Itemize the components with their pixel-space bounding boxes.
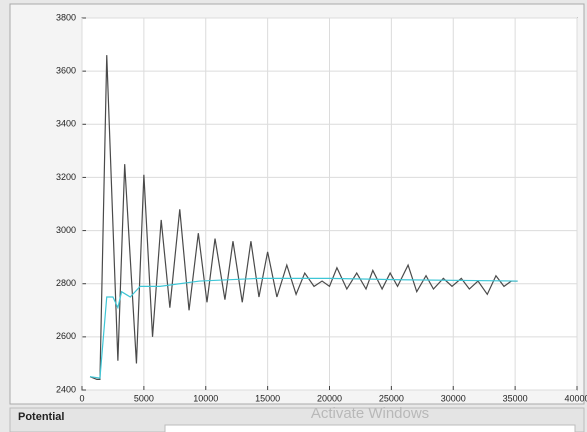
plot: 2400 2600 2800 3000 3200 3400 3600 3800 0 5000 100… <box>56 12 587 403</box>
x-tick-label: 20000 <box>317 393 342 403</box>
y-tick-label: 2400 <box>56 384 76 394</box>
x-tick-label: 10000 <box>193 393 218 403</box>
data-line <box>89 277 518 379</box>
x-tick-label: 0 <box>79 393 84 403</box>
y-tick-label: 2600 <box>56 331 76 341</box>
watermark: Activate Windows <box>311 405 429 422</box>
x-tick-label: 15000 <box>255 393 280 403</box>
y-tick-label: 3600 <box>56 66 76 76</box>
x-tick-label: 35000 <box>503 393 528 403</box>
y-tick-label: 3200 <box>56 172 76 182</box>
y-tick-label: 2800 <box>56 278 76 288</box>
y-tick-label: 3400 <box>56 119 76 129</box>
x-tick-label: 25000 <box>379 393 404 403</box>
y-tick-label: 3800 <box>56 12 76 22</box>
panel-field[interactable] <box>164 424 576 432</box>
panel-label: Potential <box>18 411 64 423</box>
x-tick-label: 30000 <box>441 393 466 403</box>
x-tick-label: 40000 <box>564 393 587 403</box>
x-tick-label: 5000 <box>134 393 154 403</box>
data-line <box>89 55 518 380</box>
y-tick-label: 3000 <box>56 225 76 235</box>
